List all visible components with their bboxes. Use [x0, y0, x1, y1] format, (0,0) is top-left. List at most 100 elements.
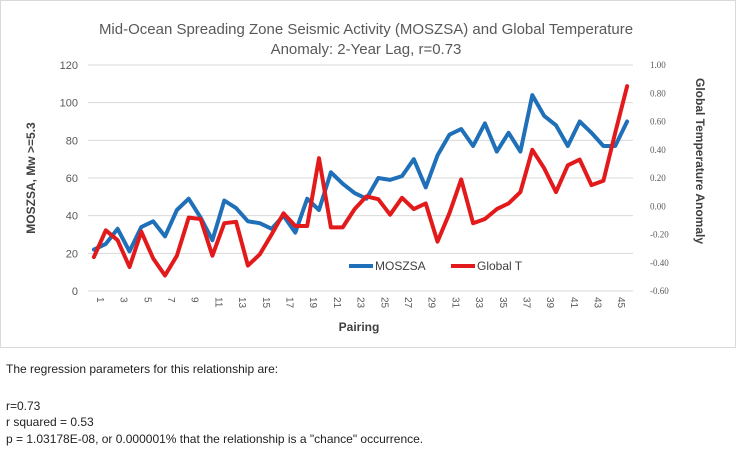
- left-tick-label: 0: [72, 286, 78, 298]
- data-point-moszsa: [140, 225, 143, 229]
- x-tick-label: 9: [189, 297, 200, 303]
- data-point-global-t: [531, 148, 534, 151]
- x-tick-label: 27: [402, 297, 413, 309]
- data-point-moszsa: [104, 242, 108, 246]
- series-line-moszsa: [91, 93, 630, 254]
- x-tick-label: 21: [331, 297, 342, 309]
- left-tick-label: 60: [66, 173, 78, 185]
- data-point-moszsa: [412, 158, 415, 161]
- data-point-global-t: [282, 212, 285, 215]
- x-tick-label: 41: [568, 297, 579, 309]
- x-tick-label: 45: [615, 297, 626, 309]
- right-tick-label: 0.40: [650, 145, 666, 155]
- data-point-moszsa: [152, 220, 155, 223]
- data-point-moszsa: [554, 124, 558, 127]
- data-point-global-t: [495, 207, 498, 211]
- series-line-global-t: [91, 84, 630, 278]
- data-point-moszsa: [578, 120, 581, 123]
- data-point-moszsa: [258, 222, 261, 225]
- data-point-global-t: [578, 158, 581, 161]
- data-point-global-t: [614, 131, 617, 134]
- data-point-global-t: [471, 222, 475, 225]
- x-tick-label: 33: [473, 297, 484, 309]
- data-point-moszsa: [175, 208, 179, 212]
- x-tick-label: 1: [94, 297, 105, 303]
- x-tick-label: 37: [520, 297, 531, 309]
- x-tick-label: 35: [497, 297, 508, 309]
- data-point-global-t: [329, 226, 333, 229]
- data-point-global-t: [270, 233, 273, 236]
- data-point-moszsa: [436, 154, 439, 157]
- data-point-global-t: [116, 239, 119, 242]
- x-axis: 1 3 5 7 9 11 13 15 17 19 21 23 25 27 29 31 33 35 37 39 41 43 4…: [94, 297, 626, 309]
- data-point-global-t: [519, 190, 522, 194]
- right-tick-label: 0.80: [650, 88, 666, 98]
- data-point-global-t: [128, 265, 131, 269]
- x-tick-label: 31: [449, 297, 460, 309]
- data-point-global-t: [140, 230, 143, 233]
- data-point-global-t: [602, 179, 605, 182]
- chart-title-line-2: Anomaly: 2-Year Lag, r=0.73: [271, 41, 462, 58]
- data-point-global-t: [625, 85, 629, 88]
- data-point-global-t: [365, 195, 368, 198]
- data-point-moszsa: [329, 171, 333, 174]
- data-point-moszsa: [495, 150, 498, 153]
- data-point-moszsa: [531, 93, 534, 97]
- right-tick-label: -0.60: [650, 286, 669, 296]
- x-tick-label: 3: [118, 297, 129, 303]
- data-point-moszsa: [542, 114, 546, 118]
- data-point-moszsa: [388, 178, 392, 182]
- data-point-global-t: [223, 222, 226, 225]
- data-point-global-t: [554, 190, 558, 194]
- chart-title-line-1: Mid-Ocean Spreading Zone Seismic Activit…: [99, 21, 633, 38]
- x-tick-label: 13: [236, 297, 247, 309]
- data-point-moszsa: [341, 182, 344, 185]
- data-point-moszsa: [211, 239, 214, 242]
- data-point-moszsa: [400, 174, 404, 178]
- data-point-moszsa: [306, 197, 309, 200]
- gridlines: [88, 64, 633, 292]
- data-point-moszsa: [223, 199, 226, 202]
- right-tick-label: 0.20: [650, 173, 666, 183]
- left-tick-label: 20: [66, 248, 78, 260]
- data-point-global-t: [424, 202, 427, 205]
- data-point-global-t: [199, 217, 202, 221]
- data-point-moszsa: [625, 120, 629, 123]
- right-tick-label: -0.40: [650, 258, 669, 268]
- data-point-global-t: [377, 198, 380, 201]
- data-point-moszsa: [317, 208, 321, 212]
- data-point-moszsa: [187, 197, 190, 200]
- data-point-moszsa: [566, 144, 569, 148]
- regression-r-squared: r squared = 0.53: [6, 415, 94, 429]
- regression-intro: The regression parameters for this relat…: [6, 362, 279, 376]
- data-point-global-t: [353, 207, 356, 211]
- data-point-global-t: [211, 254, 214, 257]
- data-point-global-t: [246, 264, 250, 267]
- y-axis-right-label: Global Temperature Anomaly: [693, 78, 707, 244]
- data-point-global-t: [152, 257, 155, 260]
- data-point-moszsa: [602, 144, 605, 148]
- data-point-global-t: [294, 224, 297, 228]
- right-tick-label: 1.00: [650, 60, 666, 70]
- data-point-moszsa: [92, 248, 96, 251]
- x-axis-label: Pairing: [339, 320, 380, 334]
- data-point-global-t: [400, 196, 404, 199]
- data-point-moszsa: [353, 191, 356, 195]
- data-point-moszsa: [590, 131, 593, 134]
- data-point-global-t: [566, 164, 569, 167]
- left-tick-label: 120: [60, 60, 78, 72]
- x-tick-label: 29: [426, 297, 437, 309]
- left-tick-label: 40: [66, 211, 78, 223]
- data-point-moszsa: [460, 127, 463, 131]
- data-point-global-t: [317, 157, 321, 160]
- data-point-global-t: [187, 216, 190, 219]
- data-point-moszsa: [471, 144, 475, 148]
- data-point-moszsa: [448, 133, 451, 136]
- x-tick-label: 43: [592, 297, 603, 309]
- right-tick-label: -0.20: [650, 230, 669, 240]
- data-point-moszsa: [246, 220, 250, 223]
- chart-container: Mid-Ocean Spreading Zone Seismic Activit…: [0, 0, 736, 348]
- legend: MOSZSA Global T: [349, 259, 523, 273]
- data-point-global-t: [590, 183, 593, 187]
- data-point-moszsa: [294, 231, 297, 234]
